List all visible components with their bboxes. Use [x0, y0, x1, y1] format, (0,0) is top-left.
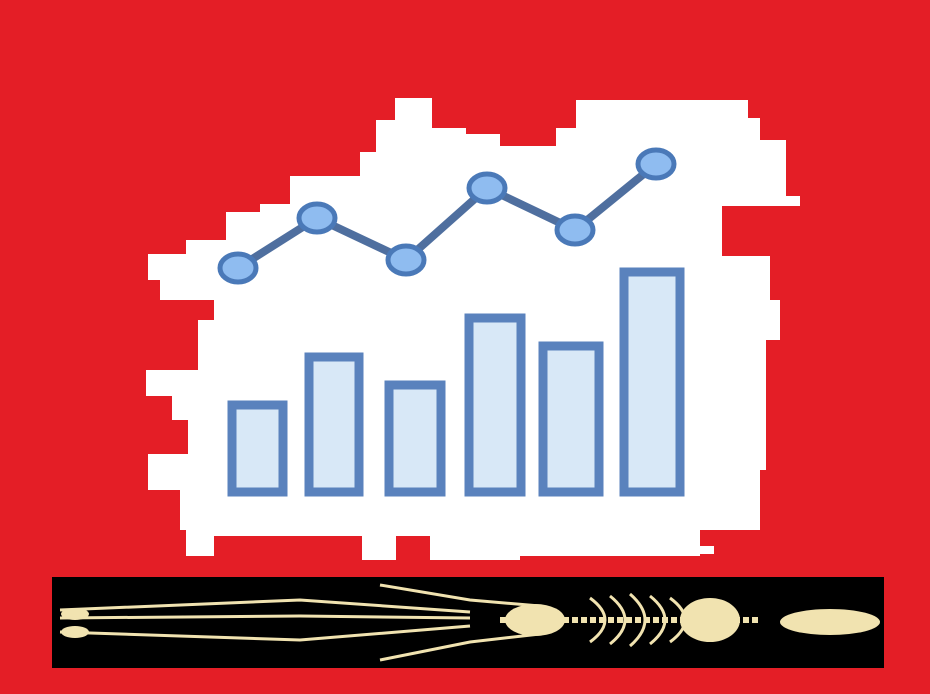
skeleton — [59, 583, 760, 662]
skeleton-strip — [52, 577, 884, 668]
ribs — [589, 592, 687, 648]
bar-shape — [227, 400, 288, 497]
trend-point — [385, 243, 427, 277]
bar-shape — [384, 380, 446, 497]
trend-point — [466, 171, 508, 205]
bar-shape — [619, 267, 685, 497]
foot — [61, 608, 89, 620]
white-strip — [640, 546, 714, 554]
trend-point — [635, 147, 677, 181]
bone — [379, 583, 541, 608]
trend-point — [554, 213, 596, 247]
bone — [59, 624, 471, 642]
skeleton-parts — [61, 598, 880, 642]
trend-point — [296, 201, 338, 235]
trend-point — [217, 251, 259, 285]
foot — [61, 626, 89, 638]
trend-points — [217, 147, 677, 285]
bar-shape — [538, 341, 604, 497]
bar-shape — [464, 313, 526, 497]
bone — [379, 632, 541, 662]
chest — [680, 598, 740, 642]
pelvis — [505, 604, 565, 636]
bone — [59, 614, 471, 620]
bar-shape — [304, 352, 364, 497]
bars-icon — [227, 267, 685, 497]
skull — [780, 609, 880, 635]
bone — [59, 598, 471, 614]
